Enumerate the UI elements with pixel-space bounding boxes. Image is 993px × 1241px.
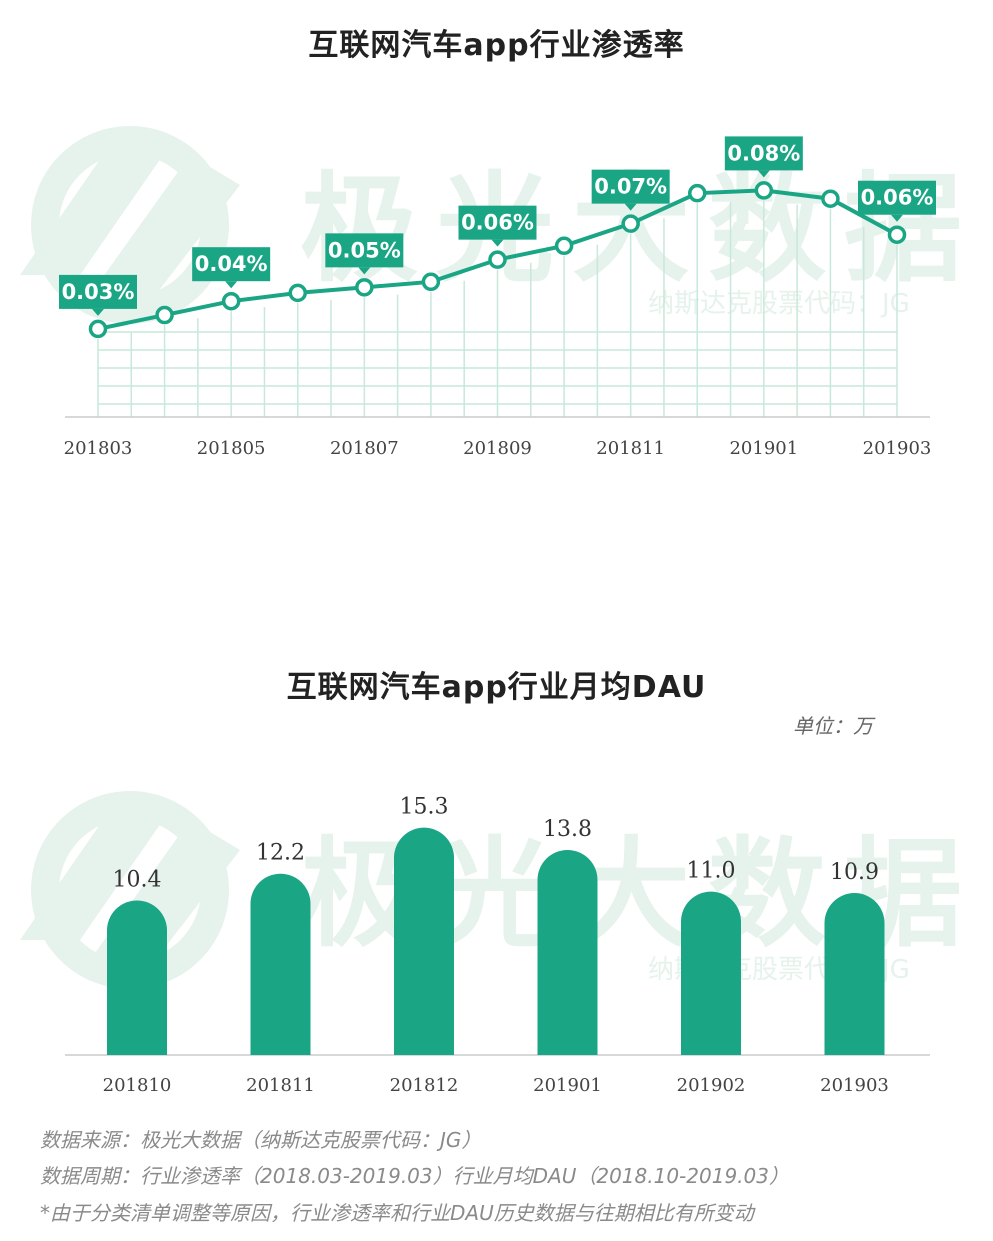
bar-value-label: 12.2 xyxy=(256,841,305,866)
data-label: 0.04% xyxy=(192,247,271,289)
bar xyxy=(537,849,598,1055)
x-tick-label: 201811 xyxy=(246,1075,315,1096)
bar-chart-title: 互联网汽车app行业月均DAU xyxy=(286,670,707,705)
data-label-box xyxy=(724,136,803,171)
footnote-source: 数据来源：极光大数据（纳斯达克股票代码：JG） xyxy=(40,1128,482,1152)
line-chart-title: 互联网汽车app行业渗透率 xyxy=(308,28,685,63)
data-point xyxy=(88,319,108,339)
data-label-text: 0.07% xyxy=(594,175,667,199)
bar-value-label: 15.3 xyxy=(400,795,449,820)
line-grid xyxy=(65,200,930,418)
data-point xyxy=(754,181,774,200)
data-label-box xyxy=(192,247,271,282)
watermark-logo xyxy=(20,791,240,989)
data-point xyxy=(621,214,640,233)
data-point xyxy=(421,272,441,292)
data-label: 0.07% xyxy=(591,169,670,211)
bar-value-label: 10.4 xyxy=(113,867,162,892)
line-marks: 0.03% 0.04% 0.05% 0.06% 0.07% 0.08% 0.06% xyxy=(59,136,936,339)
watermark-logo-stroke xyxy=(20,810,170,940)
data-point xyxy=(155,305,174,325)
bar xyxy=(107,900,168,1055)
x-tick-label: 201903 xyxy=(820,1075,889,1096)
x-tick-label: 201902 xyxy=(677,1075,746,1096)
data-label-box xyxy=(858,180,936,215)
bar-value-label: 10.9 xyxy=(830,860,879,885)
data-label-text: 0.06% xyxy=(461,211,534,235)
data-label-box xyxy=(591,169,670,204)
data-point xyxy=(554,236,574,256)
data-label-text: 0.03% xyxy=(62,280,135,304)
data-label-pointer xyxy=(624,203,637,211)
footnote-period: 数据周期：行业渗透率（2018.03-2019.03）行业月均DAU（2018.… xyxy=(40,1164,789,1188)
data-label: 0.03% xyxy=(59,274,137,316)
data-label-pointer xyxy=(358,267,371,275)
watermark-logo-ring xyxy=(31,126,229,324)
data-point xyxy=(288,283,307,303)
x-tick-label: 201805 xyxy=(197,438,266,459)
x-tick-label: 201901 xyxy=(729,438,798,459)
data-label: 0.06% xyxy=(458,205,537,247)
data-label-pointer xyxy=(225,281,238,289)
x-tick-label: 201903 xyxy=(863,438,932,459)
bar-marks: 10.4 201810 12.2 201811 15.3 201812 13.8 201901… xyxy=(65,795,930,1096)
data-label-text: 0.05% xyxy=(328,238,401,262)
footnote-disclaimer: *由于分类清单调整等原因，行业渗透率和行业DAU历史数据与往期相比有所变动 xyxy=(40,1201,754,1225)
data-label-box xyxy=(458,205,537,240)
x-tick-label: 201803 xyxy=(64,438,133,459)
data-label: 0.05% xyxy=(325,233,404,275)
bar xyxy=(250,873,311,1055)
data-point xyxy=(221,291,241,311)
data-label-pointer xyxy=(92,308,104,316)
data-point xyxy=(355,278,374,297)
x-tick-label: 201807 xyxy=(330,438,399,459)
watermark-brand: 极光大数据 xyxy=(300,825,980,963)
data-label-box xyxy=(59,274,137,309)
x-tick-label: 201812 xyxy=(390,1075,459,1096)
data-point xyxy=(887,225,907,244)
x-tick-label: 201901 xyxy=(533,1075,602,1096)
data-point xyxy=(488,250,507,269)
bar xyxy=(681,891,741,1055)
data-label: 0.08% xyxy=(724,136,803,178)
bar-value-label: 11.0 xyxy=(687,859,736,884)
bar-value-label: 13.8 xyxy=(543,817,592,842)
watermark-ticker: 纳斯达克股票代码：JG xyxy=(648,289,910,319)
bar xyxy=(394,827,454,1055)
data-label-box xyxy=(325,233,404,268)
data-label: 0.06% xyxy=(858,180,936,222)
data-label-pointer xyxy=(757,170,770,178)
data-label-text: 0.08% xyxy=(727,141,800,165)
x-tick-label: 201811 xyxy=(596,438,665,459)
data-label-text: 0.04% xyxy=(195,252,268,276)
data-label-pointer xyxy=(491,239,504,247)
watermark-ticker: 纳斯达克股票代码：JG xyxy=(648,955,910,985)
data-point xyxy=(821,189,840,208)
bar xyxy=(824,893,885,1055)
watermark-logo-ring xyxy=(31,791,229,989)
x-tick-label: 201809 xyxy=(463,438,532,459)
x-tick-label: 201810 xyxy=(103,1075,172,1096)
line-ticks: 201803 201805 201807 201809 201811 201901 2019… xyxy=(64,438,932,459)
watermark-logo-stroke xyxy=(90,820,240,980)
data-point xyxy=(688,183,707,203)
data-label-text: 0.06% xyxy=(861,186,934,210)
data-label-pointer xyxy=(891,214,903,222)
unit-label: 单位：万 xyxy=(793,714,873,738)
